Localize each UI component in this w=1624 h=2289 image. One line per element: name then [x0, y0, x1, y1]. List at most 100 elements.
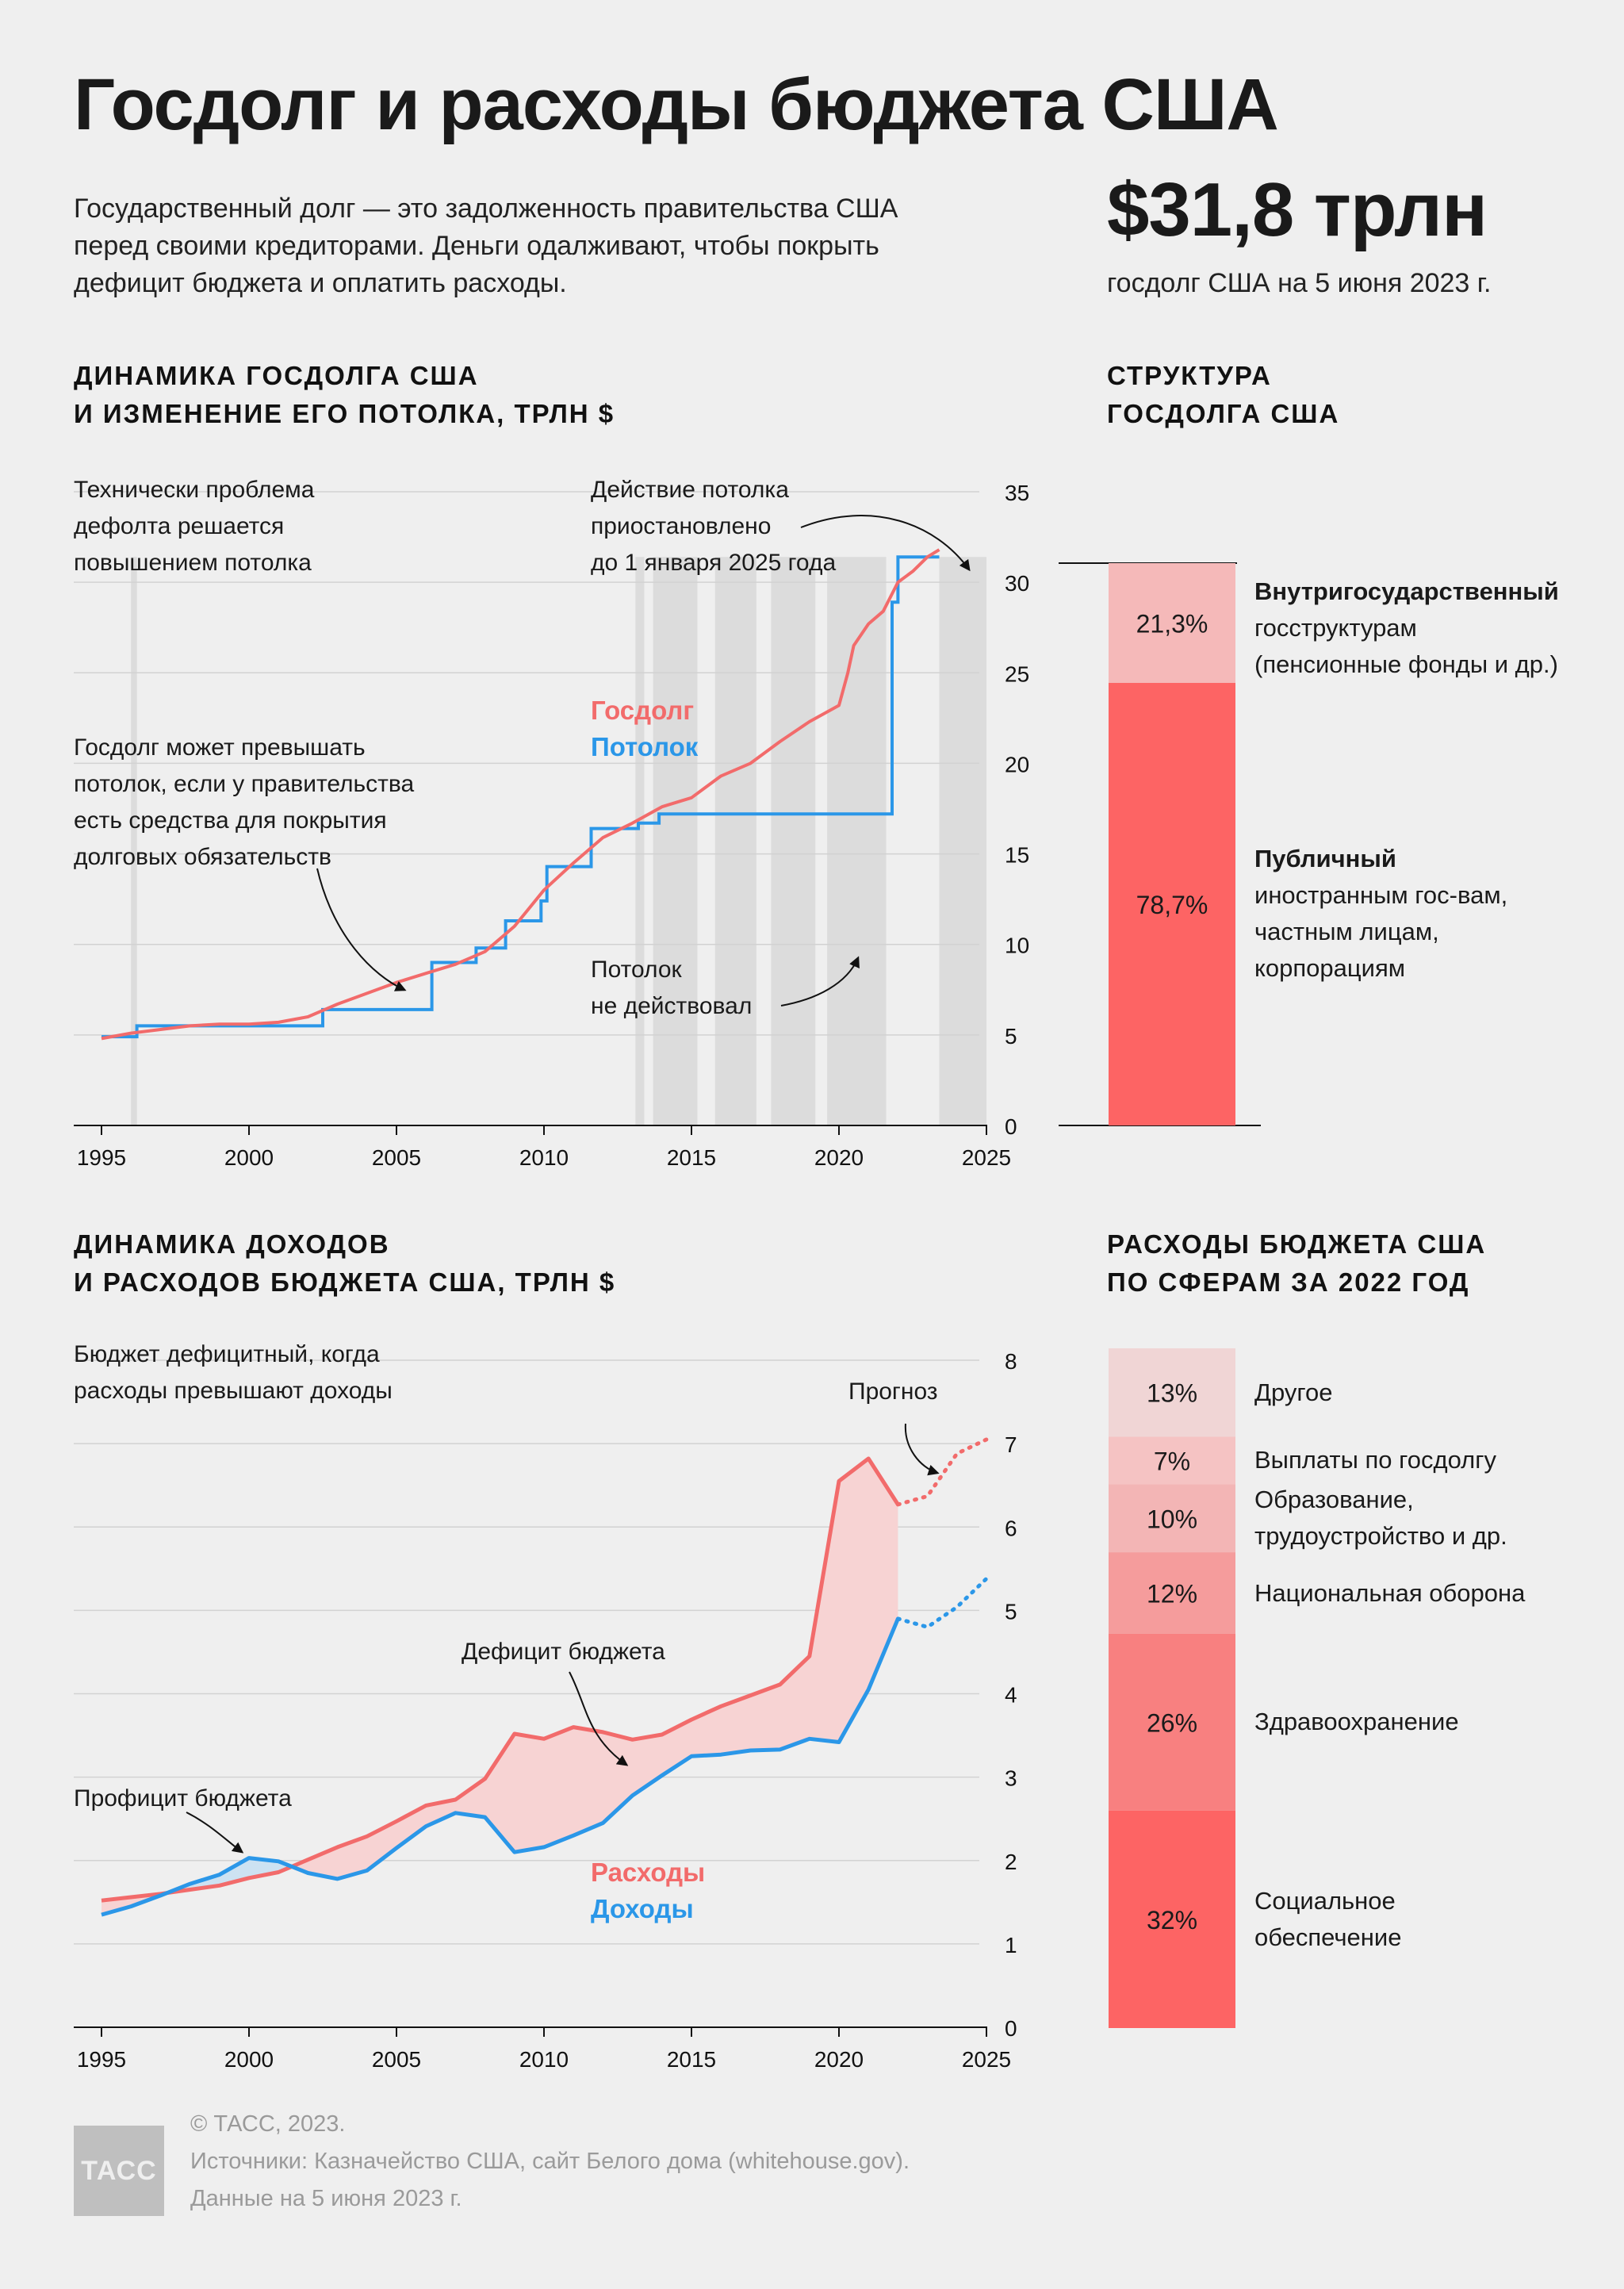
- spending-segment-label: Образование, трудоустройство и др.: [1254, 1486, 1507, 1551]
- debt-x-tick-label: 2020: [814, 1145, 864, 1170]
- structure-public-label: Публичный иностранным гос-вам, частным л…: [1254, 845, 1508, 982]
- note-deficit: Дефицит бюджета: [462, 1639, 665, 1665]
- debt-y-tick-label: 10: [1005, 934, 1029, 958]
- ceiling-inactive-period: [635, 557, 645, 1125]
- spending-segment: [1109, 1810, 1235, 2028]
- debt-x-tick-label: 2015: [667, 1145, 716, 1170]
- structure-public-pct: 78,7%: [1136, 891, 1208, 919]
- debt-y-tick-label: 15: [1005, 843, 1029, 868]
- intro-text: Государственный долг — это задолженность…: [74, 194, 898, 298]
- surplus-area: [186, 1858, 297, 1891]
- budget-y-tick-label: 0: [1005, 2016, 1017, 2041]
- arrow-suspended: [800, 515, 971, 572]
- structure-intra-label: Внутригосударственный госструктурам (пен…: [1254, 577, 1559, 678]
- spending-segment-pct: 12%: [1147, 1580, 1197, 1608]
- spending-segment-pct: 10%: [1147, 1505, 1197, 1533]
- debt-y-tick-label: 30: [1005, 571, 1029, 596]
- legend-receipts: Доходы: [591, 1894, 694, 1923]
- budget-y-tick-label: 3: [1005, 1766, 1017, 1791]
- debt-x-axis: 1995 2000 2005 2010 2015 2020 2025: [77, 1125, 1011, 1170]
- spending-segment-label: Другое: [1254, 1378, 1333, 1406]
- debt-series-line: [101, 548, 940, 1041]
- note-surplus: Профицит бюджета: [74, 1785, 292, 1812]
- footer-credits: © ТАСС, 2023. Источники: Казначейство СШ…: [190, 2111, 910, 2211]
- spending-segment-pct: 7%: [1154, 1447, 1190, 1475]
- spending-segment: [1109, 1484, 1235, 1553]
- receipts-series-line: [101, 1617, 900, 1917]
- debt-y-axis: 0 5 10 15 20 25 30 35: [1005, 481, 1029, 1139]
- debt-gridlines: [74, 491, 979, 1036]
- debt-x-tick-label: 2000: [224, 1145, 274, 1170]
- debt-y-tick-label: 25: [1005, 661, 1029, 686]
- note-inactive: Потолок не действовал: [591, 957, 753, 1019]
- legend-debt: Госдолг: [591, 696, 695, 725]
- budget-y-tick-label: 4: [1005, 1683, 1017, 1708]
- tass-logo: ТАСС: [74, 2126, 164, 2216]
- budget-chart-heading: ДИНАМИКА ДОХОДОВ И РАСХОДОВ БЮДЖЕТА США,…: [74, 1229, 616, 1297]
- budget-x-tick-label: 2005: [372, 2047, 421, 2072]
- outlays-forecast-line: [895, 1437, 989, 1507]
- spending-segment-label: Здравоохранение: [1254, 1708, 1459, 1736]
- spending-segment-label: Национальная оборона: [1254, 1578, 1526, 1607]
- budget-y-tick-label: 2: [1005, 1850, 1017, 1874]
- outlays-series-line: [101, 1456, 900, 1903]
- spending-segment: [1109, 1552, 1235, 1634]
- headline-caption: госдолг США на 5 июня 2023 г.: [1107, 268, 1492, 298]
- note-exceed: Госдолг может превышать потолок, если у …: [74, 734, 415, 870]
- debt-x-tick-label: 2010: [519, 1145, 569, 1170]
- budget-y-tick-label: 1: [1005, 1933, 1017, 1957]
- note-deficit-rule: Бюджет дефицитный, когда расходы превыша…: [74, 1341, 393, 1404]
- note-forecast: Прогноз: [848, 1378, 938, 1405]
- ceiling-series-line: [102, 555, 940, 1039]
- ceiling-inactive-period: [131, 557, 137, 1125]
- arrow-deficit: [569, 1671, 629, 1766]
- spending-segment: [1109, 1633, 1235, 1811]
- receipts-forecast-line: [895, 1576, 989, 1630]
- budget-x-axis: 1995 2000 2005 2010 2015 2020 2025: [77, 2027, 1011, 2072]
- arrow-exceed: [316, 868, 407, 991]
- spending-segment-label: Социальное обеспечение: [1254, 1886, 1402, 1951]
- ceiling-inactive-shading: [131, 557, 986, 1125]
- page-title: Госдолг и расходы бюджета США: [74, 64, 1279, 145]
- debt-y-tick-label: 0: [1005, 1114, 1017, 1139]
- ceiling-inactive-period: [827, 557, 887, 1125]
- budget-y-tick-label: 6: [1005, 1516, 1017, 1540]
- ceiling-inactive-period: [653, 557, 698, 1125]
- deficit-area: [102, 1459, 898, 1915]
- structure-intragovernmental-bar: [1109, 563, 1235, 684]
- budget-x-tick-label: 2015: [667, 2047, 716, 2072]
- legend-outlays: Расходы: [591, 1858, 706, 1887]
- spending-segment: [1109, 1348, 1235, 1437]
- structure-intragovernmental-pct: 21,3%: [1136, 610, 1208, 638]
- headline-value: $31,8 трлн: [1107, 167, 1488, 252]
- budget-y-tick-label: 8: [1005, 1349, 1017, 1374]
- debt-y-tick-label: 5: [1005, 1024, 1017, 1049]
- budget-x-tick-label: 2010: [519, 2047, 569, 2072]
- arrow-inactive: [780, 956, 860, 1006]
- note-suspended: Действие потолка приостановлено до 1 янв…: [591, 477, 837, 576]
- budget-x-tick-label: 2020: [814, 2047, 864, 2072]
- budget-y-axis: 0 1 2 3 4 5 6 7 8: [1005, 1349, 1017, 2041]
- ceiling-inactive-period: [771, 557, 816, 1125]
- debt-chart-heading: ДИНАМИКА ГОСДОЛГА США И ИЗМЕНЕНИЕ ЕГО ПО…: [74, 361, 615, 428]
- legend-ceiling: Потолок: [591, 732, 699, 761]
- spending-segment-label: Выплаты по госдолгу: [1254, 1446, 1497, 1474]
- budget-y-tick-label: 7: [1005, 1432, 1017, 1457]
- debt-y-tick-label: 20: [1005, 752, 1029, 776]
- spending-segment-pct: 13%: [1147, 1379, 1197, 1408]
- spending-stacked-bar: 13% 7% 10% 12% 26% 32%: [1109, 1348, 1235, 2028]
- budget-x-tick-label: 1995: [77, 2047, 126, 2072]
- spending-heading: РАСХОДЫ БЮДЖЕТА США ПО СФЕРАМ ЗА 2022 ГО…: [1107, 1229, 1487, 1297]
- debt-y-tick-label: 35: [1005, 481, 1029, 505]
- debt-x-tick-label: 2005: [372, 1145, 421, 1170]
- spending-segment: [1109, 1436, 1235, 1485]
- arrow-surplus: [186, 1812, 244, 1854]
- debt-x-tick-label: 2025: [962, 1145, 1011, 1170]
- spending-segment-pct: 32%: [1147, 1906, 1197, 1934]
- budget-x-tick-label: 2025: [962, 2047, 1011, 2072]
- spending-segment-pct: 26%: [1147, 1708, 1197, 1737]
- arrow-forecast: [904, 1423, 940, 1476]
- budget-y-tick-label: 5: [1005, 1599, 1017, 1624]
- ceiling-inactive-period: [939, 557, 986, 1125]
